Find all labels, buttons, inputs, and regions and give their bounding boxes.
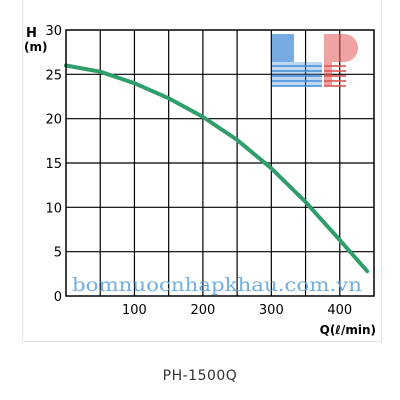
x-axis-ticks: 100 200 300 400 (122, 303, 352, 318)
logo-p-shape (324, 34, 358, 86)
y-tick-label: 25 (45, 68, 62, 83)
y-axis-unit: (m) (24, 40, 47, 54)
grid (66, 30, 374, 296)
brand-logo (272, 34, 358, 87)
x-axis-label: Q(ℓ/min) (320, 323, 376, 337)
pump-curve-chart: bomnuocnhapkhau.com.vn 0 5 10 15 20 25 30 100 2… (24, 24, 376, 337)
y-tick-label: 15 (45, 157, 62, 172)
x-tick-label: 400 (327, 303, 352, 318)
y-tick-label: 30 (45, 24, 62, 39)
model-caption: PH-1500Q (162, 368, 238, 384)
y-tick-label: 20 (45, 113, 62, 128)
watermark-text: bomnuocnhapkhau.com.vn (72, 274, 362, 296)
x-tick-label: 100 (122, 303, 147, 318)
chart-frame (22, 0, 382, 342)
y-axis-ticks: 0 5 10 15 20 25 30 (45, 24, 62, 305)
x-tick-label: 200 (190, 303, 215, 318)
series-line-head-vs-flow (64, 63, 370, 274)
y-axis-label: H (26, 26, 37, 41)
logo-l-upright (272, 34, 294, 62)
x-tick-label: 300 (259, 303, 284, 318)
plot-area-border (65, 29, 375, 297)
y-tick-label: 10 (45, 201, 62, 216)
y-tick-label: 5 (54, 246, 62, 261)
y-tick-label: 0 (54, 290, 62, 305)
